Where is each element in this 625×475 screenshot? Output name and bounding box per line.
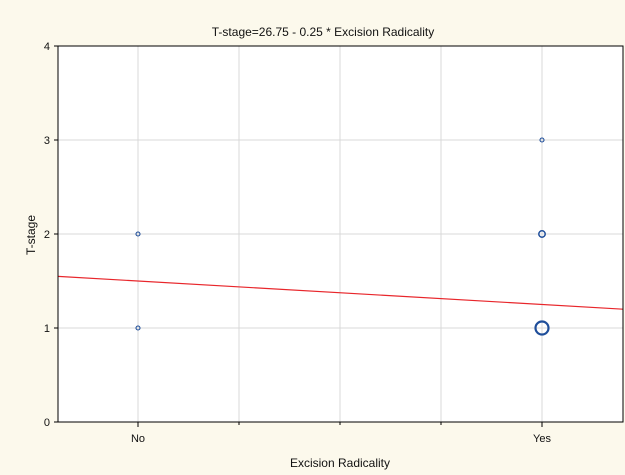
y-axis-label: T-stage: [24, 215, 38, 255]
data-point: [135, 325, 141, 331]
y-tick-label: 0: [44, 417, 50, 429]
data-point: [135, 231, 141, 237]
data-point: [538, 230, 546, 238]
y-tick-label: 4: [44, 41, 50, 53]
regression-line: [57, 275, 624, 310]
regression-layer: [57, 275, 624, 310]
data-point: [539, 137, 545, 143]
y-tick-label: 1: [44, 323, 50, 335]
y-tick-label: 2: [44, 229, 50, 241]
data-points: [135, 137, 550, 336]
chart-title: T-stage=26.75 - 0.25 * Excision Radicali…: [212, 25, 434, 39]
grid-lines: [58, 46, 623, 422]
data-point: [534, 320, 550, 336]
x-axis-ticks: No Yes: [131, 422, 551, 445]
y-tick-label: 3: [44, 135, 50, 147]
y-axis-ticks: 0 1 2 3 4: [44, 41, 58, 429]
x-tick-label: Yes: [533, 433, 551, 445]
x-axis-label: Excision Radicality: [290, 456, 390, 470]
x-tick-label: No: [131, 433, 145, 445]
